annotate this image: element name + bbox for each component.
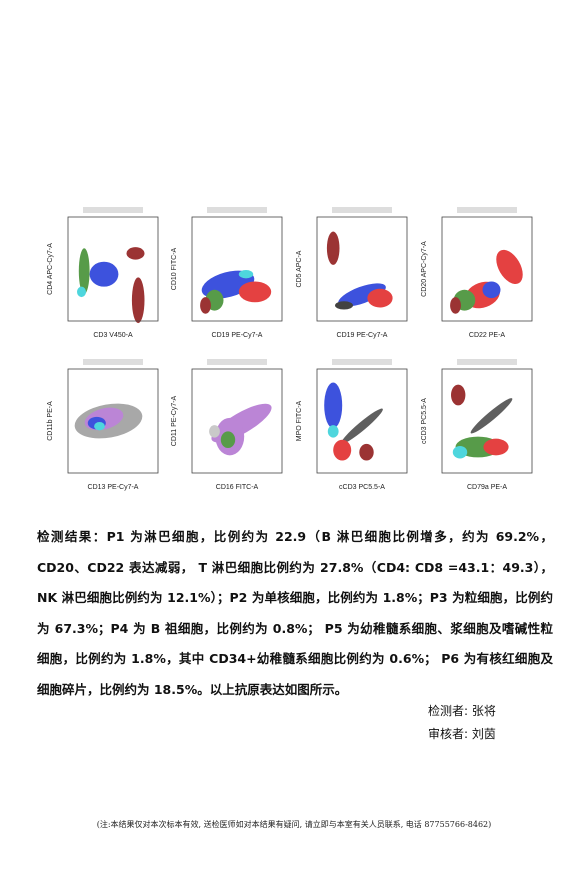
cell-cluster bbox=[359, 443, 374, 461]
flow-plot: CD3 V450-A CD4 APC-Cy7-A bbox=[47, 207, 159, 339]
plot-frame bbox=[67, 216, 159, 322]
cell-cluster bbox=[326, 231, 340, 265]
x-axis-label: CD19 PE-Cy7-A bbox=[212, 332, 263, 339]
flow-plot: CD19 PE-Cy7-A CD5 APC-A bbox=[296, 207, 408, 339]
scatter-cloud bbox=[451, 384, 513, 459]
x-axis-label: CD22 PE-A bbox=[469, 332, 506, 339]
cell-cluster bbox=[327, 425, 339, 438]
plot-frame bbox=[67, 368, 159, 474]
scatter-cloud bbox=[200, 270, 272, 314]
plot-header bbox=[83, 359, 143, 365]
cell-cluster bbox=[482, 281, 501, 299]
x-axis-label: CD3 V450-A bbox=[93, 332, 133, 339]
cell-cluster bbox=[238, 281, 272, 303]
plot-header bbox=[207, 359, 267, 365]
cell-cluster bbox=[341, 408, 383, 444]
cell-cluster bbox=[220, 431, 236, 449]
plot-header bbox=[83, 207, 143, 213]
cell-cluster bbox=[94, 422, 105, 431]
cell-cluster bbox=[451, 384, 466, 406]
scatter-cloud bbox=[209, 403, 272, 456]
y-axis-label: CD20 APC-Cy7-A bbox=[421, 241, 428, 297]
cell-cluster bbox=[470, 398, 513, 434]
y-axis-label: CD5 APC-A bbox=[296, 250, 303, 287]
x-axis-label: CD19 PE-Cy7-A bbox=[337, 332, 388, 339]
cell-cluster bbox=[238, 270, 254, 279]
cell-cluster bbox=[126, 247, 145, 260]
scatter-cloud bbox=[74, 403, 143, 439]
plot-frame bbox=[441, 368, 533, 474]
plot-header bbox=[332, 359, 392, 365]
plot-header bbox=[457, 359, 517, 365]
plot-frame bbox=[191, 368, 283, 474]
x-axis-label: CD79a PE-A bbox=[467, 484, 507, 491]
cell-cluster bbox=[89, 261, 119, 287]
y-axis-label: MPO FITC-A bbox=[296, 400, 303, 441]
cell-cluster bbox=[200, 297, 211, 314]
plot-header bbox=[332, 207, 392, 213]
plot-frame bbox=[441, 216, 533, 322]
cell-cluster bbox=[452, 445, 468, 459]
cell-cluster bbox=[209, 425, 220, 438]
result-text: 检测结果：P1 为淋巴细胞，比例约为 22.9（B 淋巴细胞比例增多，约为 69… bbox=[37, 529, 553, 697]
cell-cluster bbox=[333, 439, 352, 461]
x-axis-label: cCD3 PC5.5-A bbox=[339, 484, 385, 491]
x-axis-label: CD13 PE-Cy7-A bbox=[88, 484, 139, 491]
cell-cluster bbox=[496, 249, 523, 285]
cell-cluster bbox=[450, 297, 461, 314]
cell-cluster bbox=[338, 283, 386, 307]
cell-cluster bbox=[131, 277, 145, 324]
scatter-cloud bbox=[450, 249, 523, 314]
cell-cluster bbox=[324, 382, 343, 429]
y-axis-label: cCD3 PC5.5-A bbox=[421, 398, 428, 444]
cell-cluster bbox=[367, 288, 393, 308]
plot-frame bbox=[316, 216, 408, 322]
flow-plot: CD22 PE-A CD20 APC-Cy7-A bbox=[421, 207, 533, 339]
flow-plot: CD19 PE-Cy7-A CD10 FITC-A bbox=[171, 207, 283, 339]
flow-plot: CD16 FITC-A CD11 PE-Cy7-A bbox=[171, 359, 283, 491]
scatter-cloud bbox=[324, 382, 383, 461]
flow-plot: CD79a PE-A cCD3 PC5.5-A bbox=[421, 359, 533, 491]
plot-frame bbox=[316, 368, 408, 474]
plot-header bbox=[207, 207, 267, 213]
cell-cluster bbox=[78, 248, 90, 294]
footer-note: (注:本结果仅对本次标本有效, 送检医师如对本结果有疑问, 请立即与本室有关人员… bbox=[96, 820, 492, 829]
cell-cluster bbox=[483, 438, 509, 456]
scatter-cloud bbox=[77, 247, 145, 324]
reviewer: 审核者: 刘茵 bbox=[428, 727, 496, 741]
tester: 检测者: 张将 bbox=[428, 704, 496, 718]
flow-plot: CD13 PE-Cy7-A CD11b PE-A bbox=[47, 359, 159, 491]
cell-cluster bbox=[335, 301, 353, 310]
plot-header bbox=[457, 207, 517, 213]
scatter-cloud bbox=[326, 231, 393, 310]
y-axis-label: CD10 FITC-A bbox=[171, 247, 178, 290]
x-axis-label: CD16 FITC-A bbox=[216, 484, 259, 491]
y-axis-label: CD11 PE-Cy7-A bbox=[171, 395, 178, 446]
cell-cluster bbox=[77, 286, 86, 298]
y-axis-label: CD11b PE-A bbox=[47, 401, 54, 441]
flow-plot: cCD3 PC5.5-A MPO FITC-A bbox=[296, 359, 408, 491]
y-axis-label: CD4 APC-Cy7-A bbox=[47, 243, 54, 295]
plot-frame bbox=[191, 216, 283, 322]
